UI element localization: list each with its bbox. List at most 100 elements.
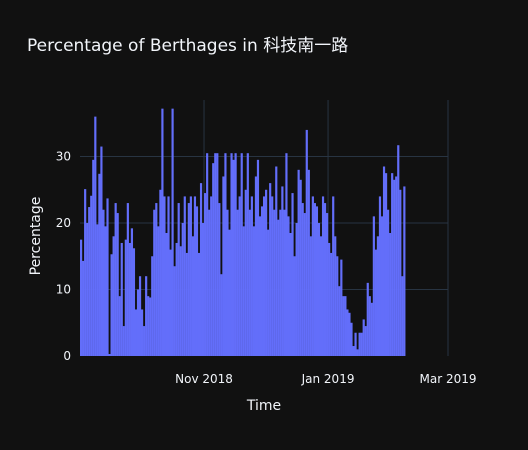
- bar: [336, 256, 339, 356]
- bar: [92, 159, 95, 356]
- bar: [252, 226, 256, 356]
- bar: [130, 228, 134, 356]
- bar: [242, 226, 245, 356]
- bar: [307, 169, 310, 356]
- x-tick-label: Nov 2018: [175, 372, 233, 386]
- bar: [167, 196, 170, 356]
- bar: [94, 116, 97, 356]
- bar: [382, 166, 386, 356]
- bar: [356, 349, 359, 356]
- bar: [338, 286, 341, 356]
- bar: [155, 203, 158, 356]
- bar: [279, 209, 282, 356]
- bar: [311, 196, 314, 356]
- bar: [401, 276, 404, 356]
- bar: [326, 213, 329, 356]
- bar: [352, 346, 355, 356]
- bar: [334, 236, 337, 356]
- bar: [291, 193, 294, 356]
- bar: [297, 169, 300, 356]
- bar: [236, 209, 239, 356]
- bar: [181, 223, 184, 356]
- bar: [102, 209, 105, 356]
- bar: [104, 226, 107, 356]
- bar: [185, 252, 188, 356]
- bar: [169, 249, 172, 356]
- bar: [234, 153, 237, 356]
- bar: [145, 276, 148, 356]
- bar: [287, 216, 290, 356]
- bar: [397, 145, 400, 356]
- x-tick-label: Mar 2019: [420, 372, 477, 386]
- bar: [368, 296, 371, 356]
- bar: [224, 153, 227, 356]
- bar: [374, 249, 377, 356]
- bar: [283, 209, 286, 356]
- bar: [204, 193, 207, 356]
- bar: [380, 216, 384, 356]
- y-tick-label: 30: [56, 150, 71, 164]
- bar: [313, 203, 316, 356]
- bar: [88, 207, 91, 356]
- bar: [281, 186, 284, 356]
- bar: [112, 236, 115, 356]
- bar: [216, 153, 219, 356]
- y-tick-labels: 0 10 20 30: [56, 150, 71, 363]
- bar: [319, 236, 323, 356]
- y-axis-title: Percentage: [28, 197, 44, 276]
- bar: [360, 332, 363, 356]
- bar: [179, 246, 182, 356]
- bar: [151, 256, 154, 356]
- bar: [222, 176, 225, 356]
- bar: [256, 159, 260, 356]
- bar: [230, 153, 233, 356]
- bar: [315, 206, 319, 356]
- x-tick-label: Jan 2019: [301, 372, 355, 386]
- bar: [159, 189, 162, 356]
- bar: [250, 196, 253, 356]
- bar: [366, 282, 369, 356]
- bar: [96, 224, 99, 356]
- x-axis-title: Time: [246, 398, 281, 414]
- bar: [258, 216, 262, 356]
- bar: [136, 289, 140, 356]
- bar: [301, 203, 304, 356]
- bar: [342, 296, 345, 356]
- bar: [248, 209, 251, 356]
- bar: [295, 223, 298, 356]
- bar: [175, 242, 178, 356]
- bar: [285, 153, 288, 356]
- bar: [218, 203, 221, 356]
- bar: [108, 354, 111, 356]
- bar: [344, 296, 347, 356]
- bar: [114, 203, 117, 356]
- bar: [271, 196, 274, 356]
- bar: [163, 196, 166, 356]
- bar: [305, 129, 308, 356]
- bar: [147, 296, 150, 356]
- bar: [98, 173, 101, 356]
- bar: [134, 309, 138, 356]
- bar: [372, 216, 375, 356]
- bar: [143, 326, 146, 356]
- bar: [362, 319, 365, 356]
- bar: [330, 252, 333, 356]
- bar: [191, 236, 195, 356]
- bar: [120, 242, 123, 356]
- bar: [201, 223, 205, 356]
- bar: [275, 166, 278, 356]
- bar: [171, 108, 174, 356]
- bar: [277, 219, 280, 356]
- bar: [262, 196, 266, 356]
- bar: [340, 259, 343, 356]
- bar: [403, 186, 406, 356]
- bar: [189, 196, 192, 356]
- chart-title: Percentage of Berthages in 科技南一路: [27, 36, 348, 56]
- bar: [289, 232, 292, 356]
- bar: [138, 276, 142, 356]
- bar: [265, 189, 268, 356]
- bar: [177, 203, 180, 356]
- bar: [212, 163, 215, 356]
- bar: [273, 209, 276, 356]
